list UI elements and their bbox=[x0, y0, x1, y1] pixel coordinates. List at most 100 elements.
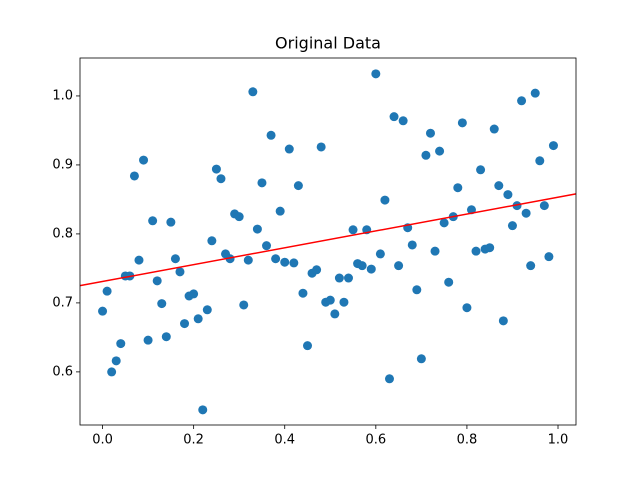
x-tick-label: 0.6 bbox=[365, 433, 386, 448]
chart-title: Original Data bbox=[275, 34, 381, 53]
point bbox=[211, 164, 221, 174]
point bbox=[375, 249, 385, 259]
point bbox=[435, 146, 445, 156]
point bbox=[134, 255, 144, 265]
point bbox=[170, 254, 180, 264]
point bbox=[530, 88, 540, 98]
point bbox=[471, 246, 481, 256]
point bbox=[102, 286, 112, 296]
fit-line bbox=[79, 193, 577, 287]
point bbox=[330, 309, 340, 319]
point bbox=[189, 289, 199, 299]
point bbox=[298, 288, 308, 298]
point bbox=[116, 339, 126, 349]
point bbox=[394, 261, 404, 271]
point bbox=[312, 265, 322, 275]
point bbox=[198, 405, 208, 415]
point bbox=[111, 356, 121, 366]
point bbox=[152, 276, 162, 286]
point bbox=[517, 96, 527, 106]
point bbox=[180, 319, 190, 329]
point bbox=[430, 246, 440, 256]
point bbox=[334, 273, 344, 283]
y-tick-label: 0.8 bbox=[52, 226, 73, 241]
point bbox=[498, 316, 508, 326]
point bbox=[398, 116, 408, 126]
point bbox=[384, 374, 394, 384]
point bbox=[421, 150, 431, 160]
x-tick-label: 1.0 bbox=[548, 433, 569, 448]
point bbox=[476, 165, 486, 175]
point bbox=[462, 303, 472, 313]
point bbox=[357, 261, 367, 271]
point bbox=[252, 224, 262, 234]
point bbox=[343, 273, 353, 283]
point bbox=[407, 240, 417, 250]
point bbox=[548, 141, 558, 151]
point bbox=[234, 212, 244, 222]
point bbox=[380, 195, 390, 205]
y-tick-label: 0.6 bbox=[52, 364, 73, 379]
point bbox=[425, 128, 435, 138]
point bbox=[389, 112, 399, 122]
point bbox=[316, 142, 326, 152]
point bbox=[339, 297, 349, 307]
point bbox=[239, 300, 249, 310]
point bbox=[225, 254, 235, 264]
point bbox=[161, 332, 171, 342]
point bbox=[535, 156, 545, 166]
point bbox=[216, 174, 226, 184]
point bbox=[366, 264, 376, 274]
axes-frame bbox=[79, 57, 577, 426]
point bbox=[107, 367, 117, 377]
point bbox=[293, 181, 303, 191]
point bbox=[453, 183, 463, 193]
point bbox=[503, 190, 513, 200]
point bbox=[466, 205, 476, 215]
point bbox=[175, 267, 185, 277]
point bbox=[489, 124, 499, 134]
point bbox=[512, 201, 522, 211]
point bbox=[148, 216, 158, 226]
point bbox=[193, 314, 203, 324]
point bbox=[439, 218, 449, 228]
x-tick-label: 0.8 bbox=[457, 433, 478, 448]
point bbox=[348, 225, 358, 235]
point bbox=[157, 299, 167, 309]
point bbox=[457, 118, 467, 128]
point bbox=[444, 277, 454, 287]
point bbox=[139, 155, 149, 165]
point bbox=[248, 87, 258, 97]
point bbox=[202, 305, 212, 315]
point bbox=[371, 69, 381, 79]
point bbox=[485, 243, 495, 253]
point bbox=[325, 295, 335, 305]
x-tick-label: 0.0 bbox=[92, 433, 113, 448]
y-tick-label: 0.7 bbox=[52, 295, 73, 310]
point bbox=[284, 144, 294, 154]
y-tick-label: 0.9 bbox=[52, 157, 73, 172]
point bbox=[494, 181, 504, 191]
point bbox=[257, 178, 267, 188]
point bbox=[289, 258, 299, 268]
point bbox=[98, 306, 108, 316]
point bbox=[271, 254, 281, 264]
point bbox=[266, 130, 276, 140]
point bbox=[243, 255, 253, 265]
point bbox=[207, 236, 217, 246]
y-tick-label: 1.0 bbox=[52, 88, 73, 103]
point bbox=[129, 171, 139, 181]
point bbox=[412, 285, 422, 295]
x-tick-label: 0.4 bbox=[274, 433, 295, 448]
point bbox=[539, 201, 549, 211]
point bbox=[416, 354, 426, 364]
x-tick-label: 0.2 bbox=[183, 433, 204, 448]
point bbox=[275, 206, 285, 216]
point bbox=[526, 261, 536, 271]
point bbox=[507, 221, 517, 231]
point bbox=[262, 241, 272, 251]
point bbox=[303, 341, 313, 351]
point bbox=[521, 208, 531, 218]
